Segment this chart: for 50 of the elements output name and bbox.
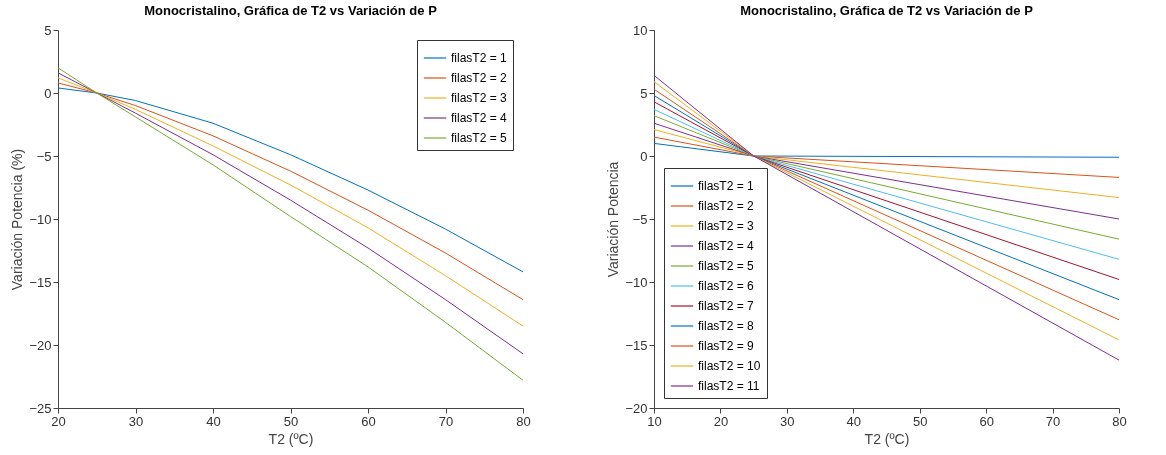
legend-label: filasT2 = 6 <box>698 279 755 293</box>
y-tick-label: −20 <box>625 400 648 416</box>
y-tick-label: 0 <box>640 148 648 164</box>
legend-label: filasT2 = 5 <box>451 131 508 145</box>
x-tick-label: 50 <box>283 413 299 429</box>
y-tick-label: −10 <box>29 211 52 227</box>
legend-label: filasT2 = 1 <box>698 179 755 193</box>
y-axis-title: Variación Potencia <box>605 161 622 278</box>
y-tick-label: 0 <box>44 85 52 101</box>
x-tick-label: 80 <box>516 413 531 429</box>
x-tick-label: 60 <box>361 413 376 429</box>
x-tick-label: 70 <box>438 413 454 429</box>
y-tick-label: 5 <box>640 85 648 101</box>
x-axis-title: T2 (ºC) <box>864 430 910 447</box>
y-tick-label: −10 <box>625 274 648 290</box>
chart-title: Monocristalino, Gráfica de T2 vs Variación de P <box>144 3 438 18</box>
legend-label: filasT2 = 4 <box>451 111 508 125</box>
x-tick-label: 30 <box>128 413 144 429</box>
x-tick-label: 20 <box>713 413 729 429</box>
legend-label: filasT2 = 9 <box>698 339 755 353</box>
x-tick-label: 40 <box>846 413 862 429</box>
x-tick-label: 50 <box>912 413 928 429</box>
legend-label: filasT2 = 8 <box>698 319 755 333</box>
y-tick-label: −15 <box>625 337 648 353</box>
legend-label: filasT2 = 11 <box>698 379 760 393</box>
y-tick-label: 10 <box>633 22 648 38</box>
y-tick-label: −5 <box>632 211 648 227</box>
x-tick-label: 30 <box>780 413 795 429</box>
x-tick-label: 60 <box>979 413 994 429</box>
y-tick-label: −20 <box>29 337 52 353</box>
y-tick-label: −25 <box>29 400 52 416</box>
y-axis-title: Variación Potencia (%) <box>9 148 26 291</box>
y-tick-label: 5 <box>44 22 52 38</box>
x-tick-label: 20 <box>51 413 66 429</box>
chart-title: Monocristalino, Gráfica de T2 vs Variación de P <box>740 3 1034 18</box>
legend-label: filasT2 = 10 <box>698 359 761 373</box>
legend-label: filasT2 = 2 <box>451 71 508 85</box>
x-tick-label: 40 <box>206 413 221 429</box>
legend-label: filasT2 = 3 <box>698 219 755 233</box>
legend-label: filasT2 = 4 <box>698 239 755 253</box>
y-tick-label: −5 <box>36 148 52 164</box>
legend-label: filasT2 = 1 <box>451 51 508 65</box>
legend-label: filasT2 = 7 <box>698 299 755 313</box>
legend-label: filasT2 = 2 <box>698 199 755 213</box>
x-tick-label: 70 <box>1045 413 1061 429</box>
y-tick-label: −15 <box>29 274 52 290</box>
legend-label: filasT2 = 5 <box>698 259 755 273</box>
x-axis-title: T2 (ºC) <box>268 430 314 447</box>
legend-label: filasT2 = 3 <box>451 91 508 105</box>
x-tick-label: 80 <box>1112 413 1127 429</box>
